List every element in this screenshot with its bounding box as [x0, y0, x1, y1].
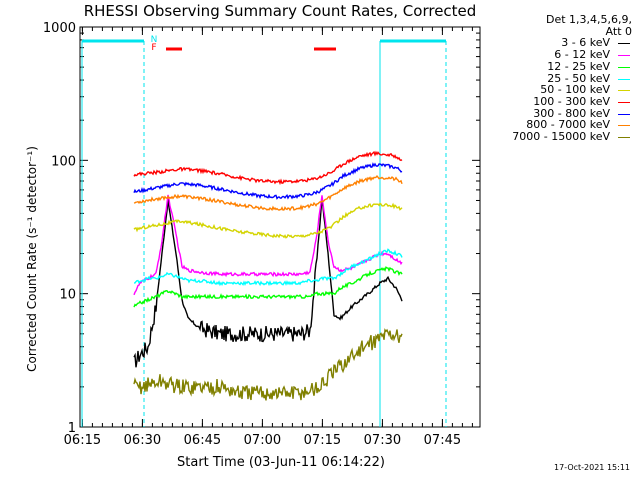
legend-swatch	[618, 55, 630, 57]
flag-label: F	[151, 43, 156, 53]
legend-entry: 6 - 12 keV	[472, 49, 632, 61]
flag-label: N	[151, 35, 158, 45]
legend-entry-label: 300 - 800 keV	[533, 106, 610, 120]
legend: Det 1,3,4,5,6,9, Att 0 3 - 6 keV 6 - 12 k…	[472, 14, 632, 143]
legend-swatch	[618, 66, 630, 68]
legend-entry-label: 3 - 6 keV	[561, 36, 610, 50]
legend-entry: 800 - 7000 keV	[472, 119, 632, 131]
legend-entry: 100 - 300 keV	[472, 96, 632, 108]
legend-entry: 7000 - 15000 keV	[472, 131, 632, 143]
legend-swatch	[618, 101, 630, 103]
legend-entry-label: 12 - 25 keV	[547, 59, 610, 73]
x-tick-label: 07:00	[244, 433, 281, 448]
chart-title: RHESSI Observing Summary Count Rates, Co…	[84, 2, 477, 20]
legend-entry-label: 6 - 12 keV	[554, 48, 610, 62]
legend-entry: 50 - 100 keV	[472, 84, 632, 96]
x-tick-label: 06:15	[64, 433, 101, 448]
legend-entry: 25 - 50 keV	[472, 71, 632, 85]
legend-entry: 12 - 25 keV	[472, 59, 632, 73]
legend-swatch	[618, 43, 630, 45]
generation-timestamp: 17-Oct-2021 15:11	[554, 463, 630, 472]
legend-entry-label: 800 - 7000 keV	[526, 118, 610, 132]
legend-entry-label: 100 - 300 keV	[533, 94, 610, 108]
legend-swatch	[618, 113, 630, 115]
series-line-5	[133, 150, 403, 186]
series-line-6	[133, 162, 403, 200]
series-line-2	[133, 266, 403, 308]
x-tick-label: 06:45	[184, 433, 221, 448]
y-axis-label: Corrected Count Rate (s⁻¹ detector⁻¹)	[25, 146, 39, 372]
x-tick-label: 07:30	[364, 433, 401, 448]
series-line-1	[133, 194, 403, 296]
x-tick-label: 07:45	[424, 433, 461, 448]
legend-swatch	[618, 78, 630, 80]
series-lines	[133, 150, 403, 401]
legend-entry-label: 50 - 100 keV	[540, 83, 610, 97]
x-axis-label: Start Time (03-Jun-11 06:14:22)	[177, 455, 385, 470]
series-line-3	[134, 248, 403, 287]
x-tick-label: 07:15	[304, 433, 341, 448]
legend-entry: 3 - 6 keV	[472, 37, 632, 49]
legend-entry-label: 25 - 50 keV	[547, 71, 610, 85]
y-tick-label: 1	[68, 421, 76, 436]
legend-swatch	[618, 125, 630, 127]
legend-swatch	[618, 90, 630, 92]
series-line-7	[133, 175, 403, 212]
x-tick-label: 06:30	[124, 433, 161, 448]
tick-labels: 06:15 06:30 06:45 07:00 07:15 07:30 07:45 1 10 10…	[43, 21, 461, 448]
series-line-8	[133, 328, 403, 401]
series-line-0	[133, 198, 403, 368]
y-tick-label: 1000	[43, 21, 76, 36]
legend-entry-label: 7000 - 15000 keV	[512, 130, 610, 144]
y-tick-label: 10	[59, 288, 76, 303]
series-line-4	[133, 202, 403, 239]
legend-header-detectors: Det 1,3,4,5,6,9,	[545, 13, 632, 26]
legend-header-attenuator: Att 0	[605, 24, 632, 38]
attenuator-markers: NF	[81, 35, 447, 427]
legend-entry: 300 - 800 keV	[472, 106, 632, 120]
plot-frame	[79, 26, 481, 428]
y-tick-label: 100	[51, 154, 76, 169]
legend-swatch	[618, 137, 630, 139]
